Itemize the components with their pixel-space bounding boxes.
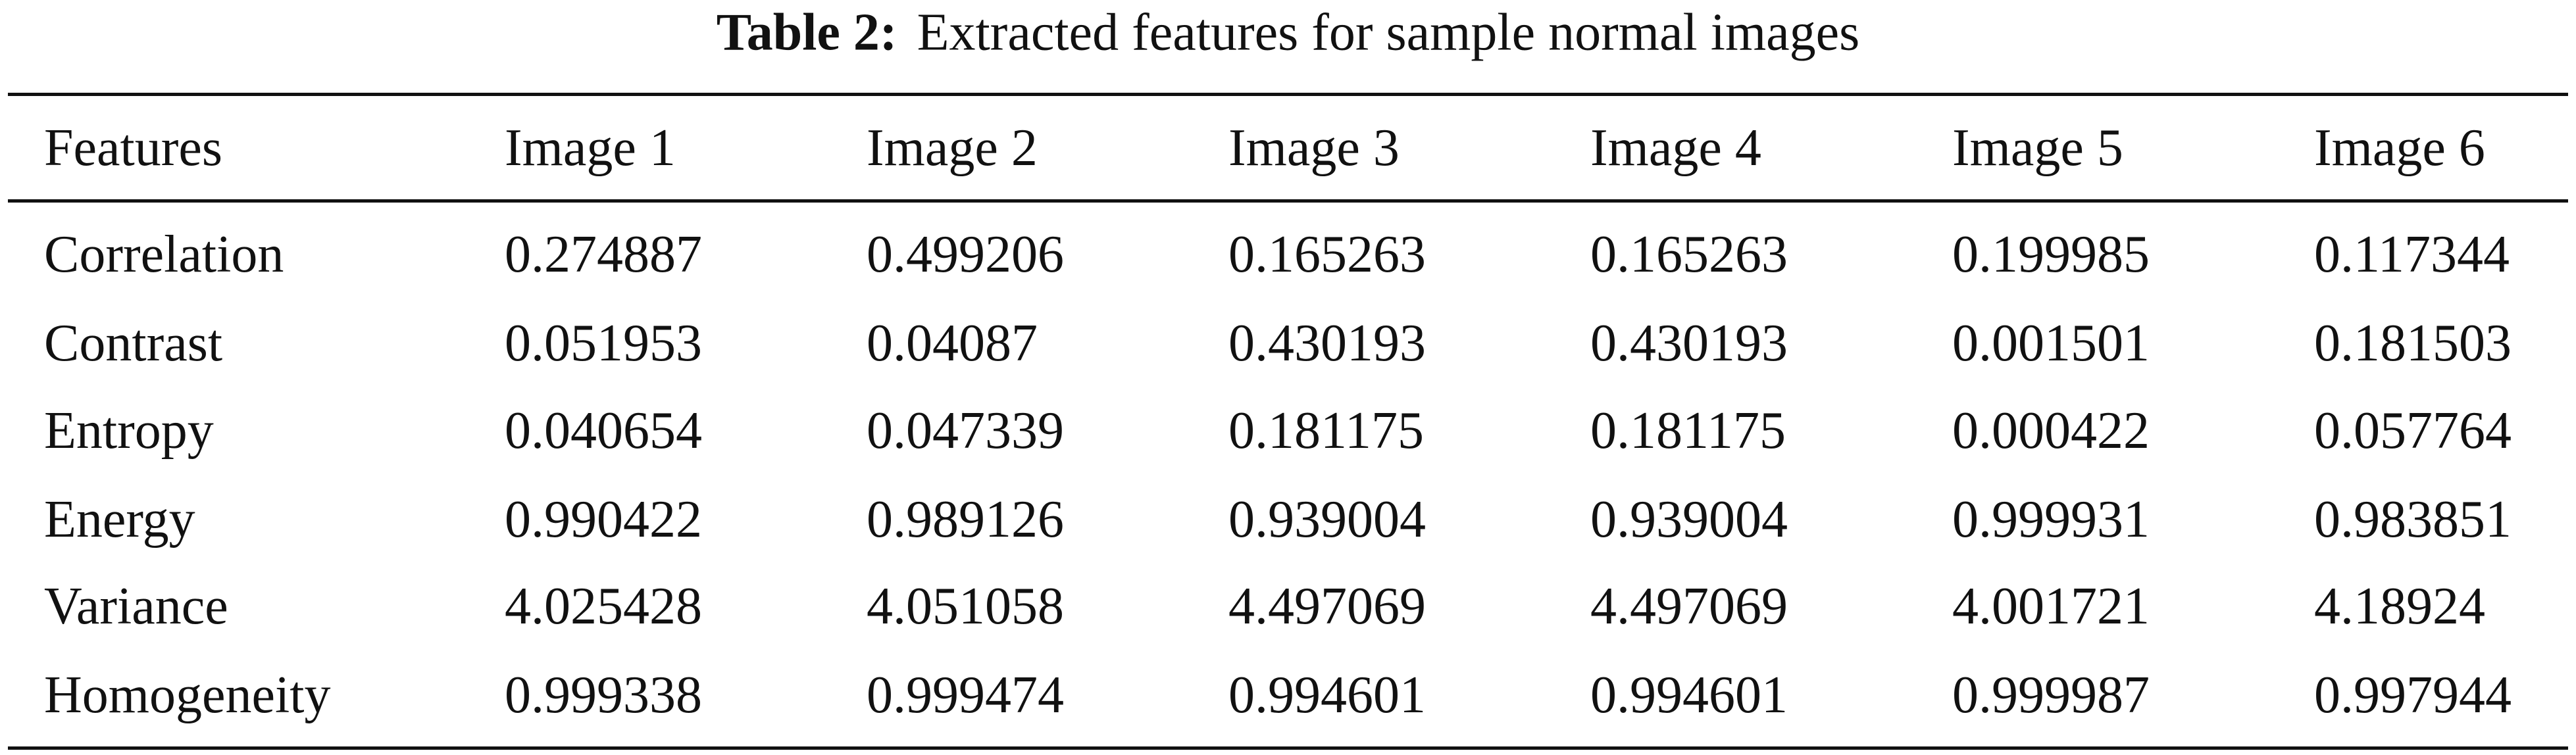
cell: 0.181503 <box>2314 314 2512 372</box>
cell: 0.165263 <box>1228 226 1426 283</box>
row-label: Correlation <box>44 226 284 283</box>
header-cell: Image 3 <box>1228 119 1400 177</box>
cell: 0.939004 <box>1228 491 1426 548</box>
row-label: Entropy <box>44 402 214 460</box>
cell: 0.051953 <box>505 314 702 372</box>
top-rule <box>8 93 2568 96</box>
cell: 0.990422 <box>505 491 702 548</box>
row-label: Homogeneity <box>44 666 331 724</box>
cell: 0.989126 <box>867 491 1064 548</box>
cell: 0.181175 <box>1590 402 1786 460</box>
cell: 0.000422 <box>1952 402 2150 460</box>
header-cell: Image 1 <box>505 119 676 177</box>
cell: 4.051058 <box>867 577 1064 635</box>
header-cell: Image 5 <box>1952 119 2123 177</box>
cell: 0.430193 <box>1228 314 1426 372</box>
cell: 0.999474 <box>867 666 1064 724</box>
cell: 4.18924 <box>2314 577 2485 635</box>
caption-text: Extracted features for sample normal ima… <box>917 3 1860 62</box>
cell: 4.025428 <box>505 577 702 635</box>
cell: 0.001501 <box>1952 314 2150 372</box>
cell: 0.997944 <box>2314 666 2512 724</box>
cell: 0.274887 <box>505 226 702 283</box>
cell: 0.040654 <box>505 402 702 460</box>
cell: 0.117344 <box>2314 226 2510 283</box>
cell: 0.499206 <box>867 226 1064 283</box>
cell: 0.057764 <box>2314 402 2512 460</box>
caption: Table 2: Extracted features for sample no… <box>0 3 2576 63</box>
cell: 0.994601 <box>1590 666 1788 724</box>
header-cell: Features <box>44 119 223 177</box>
cell: 0.999931 <box>1952 491 2150 548</box>
cell: 0.983851 <box>2314 491 2512 548</box>
cell: 0.047339 <box>867 402 1064 460</box>
cell: 0.199985 <box>1952 226 2150 283</box>
cell: 4.001721 <box>1952 577 2150 635</box>
cell: 0.181175 <box>1228 402 1425 460</box>
cell: 0.430193 <box>1590 314 1788 372</box>
cell: 4.497069 <box>1590 577 1788 635</box>
cell: 0.04087 <box>867 314 1038 372</box>
cell: 0.165263 <box>1590 226 1788 283</box>
cell: 0.999987 <box>1952 666 2150 724</box>
header-cell: Image 4 <box>1590 119 1761 177</box>
row-label: Variance <box>44 577 228 635</box>
cell: 4.497069 <box>1228 577 1426 635</box>
header-cell: Image 6 <box>2314 119 2485 177</box>
cell: 0.994601 <box>1228 666 1426 724</box>
header-cell: Image 2 <box>867 119 1038 177</box>
header-rule <box>8 199 2568 203</box>
row-label: Energy <box>44 491 195 548</box>
cell: 0.999338 <box>505 666 702 724</box>
row-label: Contrast <box>44 314 223 372</box>
bottom-rule <box>8 746 2568 750</box>
caption-label: Table 2: <box>716 3 897 62</box>
cell: 0.939004 <box>1590 491 1788 548</box>
